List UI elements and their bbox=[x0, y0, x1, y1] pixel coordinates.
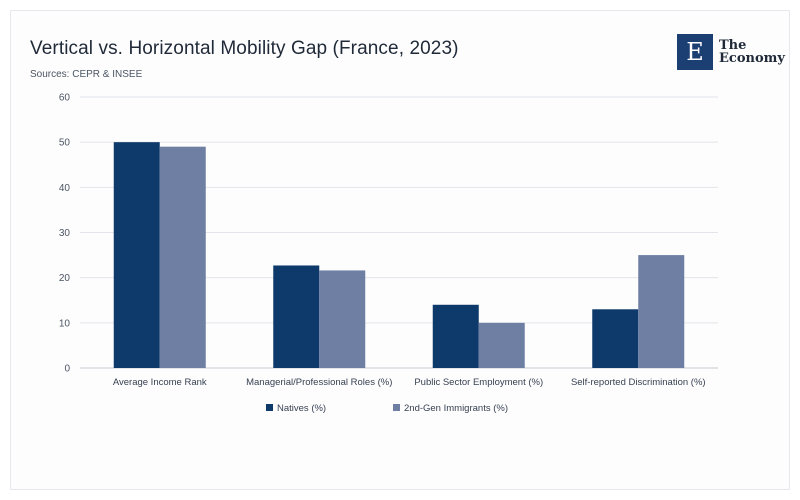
logo-line-2: Economy bbox=[719, 51, 785, 66]
legend-natives-swatch bbox=[266, 404, 273, 411]
bar-second-gen-immigrants bbox=[319, 270, 366, 368]
y-tick-label: 10 bbox=[59, 318, 71, 329]
y-tick-label: 30 bbox=[59, 228, 71, 239]
y-tick-label: 0 bbox=[64, 364, 70, 375]
x-category-label: Self-reported Discrimination (%) bbox=[571, 377, 706, 388]
bar-natives bbox=[592, 309, 639, 368]
legend-second-gen-immigrants-label: 2nd-Gen Immigrants (%) bbox=[404, 403, 508, 414]
legend-second-gen-immigrants-swatch bbox=[393, 404, 400, 411]
logo-line-1: The bbox=[719, 38, 747, 53]
x-category-label: Average Income Rank bbox=[113, 377, 207, 388]
bar-natives bbox=[432, 304, 479, 368]
x-category-label: Public Sector Employment (%) bbox=[414, 377, 543, 388]
logo-mark: E bbox=[677, 34, 713, 70]
bar-second-gen-immigrants bbox=[638, 255, 685, 368]
chart-title: Vertical vs. Horizontal Mobility Gap (Fr… bbox=[30, 38, 459, 59]
legend-natives-label: Natives (%) bbox=[277, 403, 326, 414]
the-economy-logo: E The Economy bbox=[677, 34, 785, 70]
x-category-label: Managerial/Professional Roles (%) bbox=[246, 377, 392, 388]
y-tick-label: 50 bbox=[59, 138, 71, 149]
chart-sources: Sources: CEPR & INSEE bbox=[30, 69, 143, 80]
y-tick-label: 60 bbox=[59, 93, 71, 104]
bar-second-gen-immigrants bbox=[478, 322, 525, 368]
bar-natives bbox=[273, 265, 320, 368]
logo-wordmark: The Economy bbox=[719, 39, 785, 65]
bar-natives bbox=[113, 142, 160, 368]
y-tick-label: 20 bbox=[59, 273, 71, 284]
y-tick-label: 40 bbox=[59, 183, 71, 194]
bar-second-gen-immigrants bbox=[159, 146, 206, 368]
